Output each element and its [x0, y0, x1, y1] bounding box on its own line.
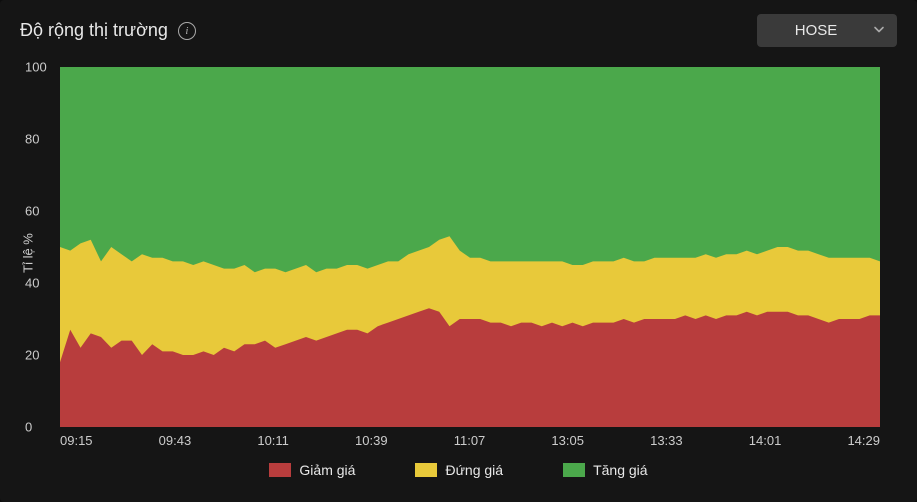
x-tick: 13:33: [650, 433, 683, 448]
chart-area: Tỉ lệ % 020406080100 09:1509:4310:1110:3…: [0, 57, 917, 448]
legend-label: Giảm giá: [299, 462, 355, 478]
info-icon[interactable]: i: [178, 22, 196, 40]
y-tick: 40: [25, 276, 39, 291]
legend: Giảm giá Đứng giá Tăng giá: [0, 448, 917, 478]
y-tick: 80: [25, 132, 39, 147]
legend-item[interactable]: Đứng giá: [415, 462, 503, 478]
y-tick: 20: [25, 348, 39, 363]
title-wrap: Độ rộng thị trường i: [20, 20, 196, 41]
dropdown-selected-value: HOSE: [775, 22, 857, 39]
y-axis-label: Tỉ lệ %: [20, 233, 35, 273]
x-tick: 10:11: [257, 433, 289, 448]
x-tick: 11:07: [454, 433, 486, 448]
panel-title: Độ rộng thị trường: [20, 20, 168, 41]
legend-item[interactable]: Tăng giá: [563, 462, 647, 478]
legend-label: Đứng giá: [445, 462, 503, 478]
legend-label: Tăng giá: [593, 462, 647, 478]
legend-item[interactable]: Giảm giá: [269, 462, 355, 478]
exchange-dropdown[interactable]: HOSE: [757, 14, 897, 47]
panel-header: Độ rộng thị trường i HOSE: [0, 0, 917, 57]
x-tick: 13:05: [551, 433, 584, 448]
x-tick: 09:15: [60, 433, 93, 448]
chevron-down-icon: [873, 22, 885, 39]
y-tick: 60: [25, 204, 39, 219]
x-tick: 09:43: [159, 433, 192, 448]
x-axis-ticks: 09:15 09:43 10:11 10:39 11:07 13:05 13:33 14:01…: [60, 427, 880, 448]
y-tick: 0: [25, 420, 32, 435]
x-tick: 14:01: [749, 433, 782, 448]
plot-region: 020406080100: [60, 67, 880, 427]
x-tick: 10:39: [355, 433, 388, 448]
area-chart-svg: [60, 67, 880, 427]
legend-swatch: [415, 463, 437, 477]
x-tick: 14:29: [847, 433, 880, 448]
y-tick: 100: [25, 60, 47, 75]
legend-swatch: [269, 463, 291, 477]
legend-swatch: [563, 463, 585, 477]
chart-panel: Độ rộng thị trường i HOSE Tỉ lệ % 020406…: [0, 0, 917, 502]
